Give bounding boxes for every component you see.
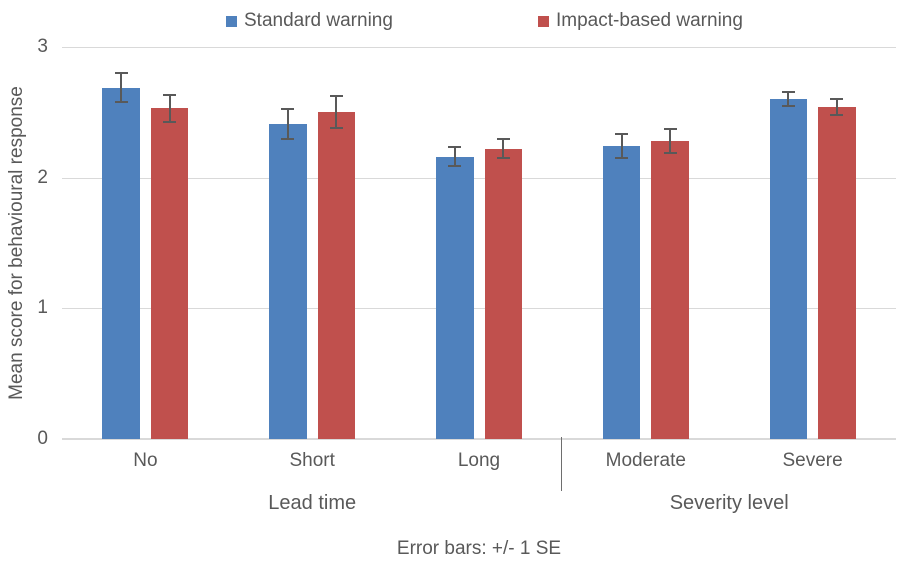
legend-item-impact-based-warning: Impact-based warning xyxy=(538,10,743,32)
bar-standard-warning-short xyxy=(269,124,307,439)
x-group-label-severity-level: Severity level xyxy=(669,492,789,514)
plot-area xyxy=(62,47,896,440)
y-tick-label-0: 0 xyxy=(37,428,48,449)
legend-label: Impact-based warning xyxy=(556,10,743,31)
bar-impact-based-warning-moderate xyxy=(651,141,689,439)
gridline-y-2 xyxy=(62,177,896,179)
bar-impact-based-warning-no xyxy=(150,108,189,439)
bar-standard-warning-long xyxy=(436,156,474,439)
legend-label: Standard warning xyxy=(244,10,393,31)
x-category-label-short: Short xyxy=(289,450,335,471)
legend-item-standard-warning: Standard warning xyxy=(226,10,393,32)
bar-impact-based-warning-severe xyxy=(818,107,856,439)
category-group-divider xyxy=(561,437,562,491)
gridline-y-3 xyxy=(62,47,896,48)
bar-standard-warning-no xyxy=(102,87,140,439)
x-category-label-moderate: Moderate xyxy=(605,450,686,471)
y-tick-label-1: 1 xyxy=(37,297,48,319)
x-axis-line xyxy=(62,438,896,440)
x-group-label-lead-time: Lead time xyxy=(268,492,357,514)
x-category-label-no: No xyxy=(133,450,158,471)
bar-standard-warning-severe xyxy=(769,99,808,439)
bar-impact-based-warning-short xyxy=(317,112,356,439)
legend-swatch-impact-based-warning xyxy=(538,15,549,27)
x-category-label-long: Long xyxy=(457,450,501,471)
x-category-label-severe: Severe xyxy=(782,450,843,471)
bar-impact-based-warning-long xyxy=(484,148,522,439)
bar-standard-warning-moderate xyxy=(602,146,641,439)
gridline-y-1 xyxy=(62,308,896,310)
y-tick-label-3: 3 xyxy=(37,36,48,57)
y-tick-label-2: 2 xyxy=(37,166,48,188)
error-bar-caption: Error bars: +/- 1 SE xyxy=(396,538,562,559)
y-axis-title: Mean score for behavioural response xyxy=(6,86,27,400)
legend-swatch-standard-warning xyxy=(226,15,237,27)
